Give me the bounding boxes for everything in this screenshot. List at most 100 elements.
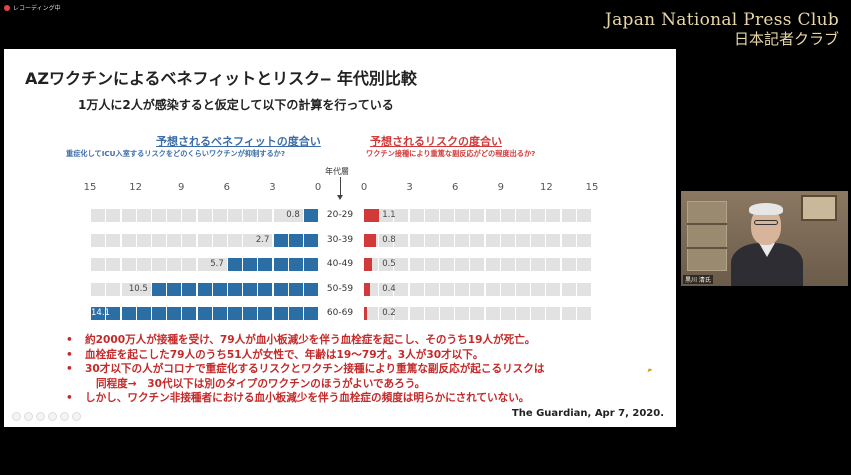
empty-cell	[152, 258, 166, 271]
risk-bar	[364, 307, 368, 320]
benefit-bar-cell	[212, 282, 227, 296]
empty-cell	[394, 209, 409, 222]
benefit-bar-cell	[228, 258, 242, 271]
empty-cell	[440, 258, 454, 271]
shared-slide: AZワクチンによるベネフィットとリスク‒ 年代別比較 1万人に2人が感染すると仮…	[4, 49, 676, 427]
empty-cell	[424, 233, 439, 247]
benefit-bar-cell	[197, 307, 212, 320]
empty-cell	[167, 233, 182, 247]
benefit-bar-cell	[273, 258, 288, 271]
arrow-down-icon	[337, 195, 343, 200]
empty-cell	[531, 209, 546, 222]
empty-cell	[394, 258, 409, 271]
empty-cell	[228, 209, 242, 222]
risk-bar	[364, 258, 372, 271]
empty-cell	[516, 209, 530, 222]
empty-cell	[470, 209, 485, 222]
age-group-label: 60-69	[326, 308, 354, 318]
benefit-bar-cell	[304, 307, 318, 320]
recording-label: レコーディング中	[13, 5, 61, 12]
pen-icon[interactable]	[24, 412, 33, 421]
age-group-label: 20-29	[326, 210, 354, 220]
age-axis-label: 年代層	[325, 167, 349, 176]
empty-cell	[424, 258, 439, 271]
empty-cell	[167, 258, 182, 271]
recording-indicator: レコーディング中	[4, 3, 61, 12]
empty-cell	[576, 307, 591, 320]
tick-label-benefit: 3	[269, 182, 276, 193]
empty-cell	[152, 209, 166, 222]
empty-cell	[470, 282, 485, 296]
brand-name-jp: 日本記者クラブ	[733, 29, 839, 48]
menu-icon[interactable]	[60, 412, 69, 421]
empty-cell	[561, 282, 576, 296]
highlight-icon[interactable]	[36, 412, 45, 421]
empty-cell	[485, 233, 500, 247]
empty-cell	[91, 258, 106, 271]
empty-cell	[470, 258, 485, 271]
benefit-bar-cell	[258, 258, 273, 271]
participant-name: 黒川 清氏	[683, 275, 713, 284]
empty-cell	[440, 282, 454, 296]
empty-cell	[561, 233, 576, 247]
empty-cell	[212, 233, 227, 247]
shelf-board	[687, 247, 727, 249]
empty-cell	[516, 307, 530, 320]
empty-cell	[500, 258, 515, 271]
empty-cell	[197, 209, 212, 222]
benefit-value-label: 5.7	[203, 258, 226, 271]
empty-cell	[455, 282, 470, 296]
zoom-icon[interactable]	[48, 412, 57, 421]
benefit-bar-cell	[243, 258, 258, 271]
wall-picture	[801, 195, 837, 221]
empty-cell	[455, 258, 470, 271]
empty-cell	[561, 307, 576, 320]
benefit-bar-cell	[304, 233, 318, 247]
slide-title: AZワクチンによるベネフィットとリスク‒ 年代別比較	[25, 69, 417, 88]
brand-name-en: Japan National Press Club	[604, 10, 839, 30]
empty-cell	[409, 282, 424, 296]
empty-cell	[91, 233, 106, 247]
empty-cell	[106, 209, 121, 222]
benefit-bar-cell	[106, 307, 121, 320]
bookshelf	[687, 201, 727, 271]
empty-cell	[136, 258, 151, 271]
empty-cell	[531, 233, 546, 247]
benefit-description: 重症化してICU入室するリスクをどのくらいワクチンが抑制するか?	[66, 149, 285, 158]
empty-cell	[561, 258, 576, 271]
benefit-value-label: 10.5	[127, 282, 150, 296]
tick-label-benefit: 9	[178, 182, 185, 193]
chart-row: 5.7 40-49 0.5	[4, 258, 676, 271]
empty-cell	[561, 209, 576, 222]
benefit-bar-cell	[212, 307, 227, 320]
finding-item: 30才以下の人がコロナで重症化するリスクとワクチン接種により重篤な副反応が起こる…	[64, 362, 664, 377]
empty-cell	[424, 307, 439, 320]
empty-cell	[258, 209, 273, 222]
finding-item: 血栓症を起こした79人のうち51人が女性で、年齢は19～79才。3人が30才以下…	[64, 348, 664, 363]
empty-cell	[576, 282, 591, 296]
benefit-bar-cell	[288, 282, 303, 296]
empty-cell	[546, 282, 561, 296]
empty-cell	[576, 233, 591, 247]
empty-cell	[409, 233, 424, 247]
arrow-right-icon[interactable]	[72, 412, 81, 421]
empty-cell	[197, 233, 212, 247]
risk-value-label: 0.5	[379, 258, 396, 271]
empty-cell	[152, 233, 166, 247]
empty-cell	[546, 307, 561, 320]
empty-cell	[576, 209, 591, 222]
empty-cell	[470, 233, 485, 247]
arrow-left-icon[interactable]	[12, 412, 21, 421]
benefit-bar-cell	[243, 282, 258, 296]
risk-value-label: 0.8	[379, 233, 396, 247]
benefit-bar-cell	[304, 282, 318, 296]
speaker-video[interactable]: 黒川 清氏	[681, 191, 848, 286]
empty-cell	[106, 258, 121, 271]
record-icon	[4, 4, 10, 11]
slide-toolbar[interactable]	[12, 412, 81, 421]
empty-cell	[409, 209, 424, 222]
chart-row: 14.1 60-69 0.2	[4, 307, 676, 320]
benefit-bar-cell	[288, 307, 303, 320]
benefit-bar-cell	[182, 282, 197, 296]
benefit-value-label: 2.7	[249, 233, 272, 247]
